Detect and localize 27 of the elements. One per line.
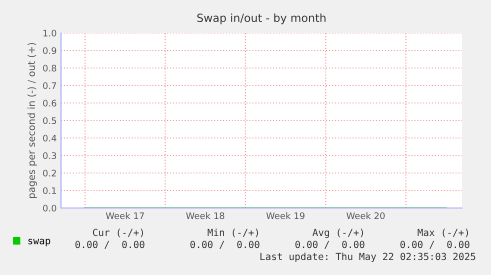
text: Cur (-/+) bbox=[92, 228, 143, 238]
y-tick-label: 0.3 bbox=[43, 152, 56, 160]
y-tick-label: 0.6 bbox=[43, 100, 56, 107]
text: Avg (-/+) bbox=[312, 228, 363, 238]
text: Min (-/+) bbox=[208, 228, 258, 238]
chart-title: Swap in/out - by month bbox=[197, 13, 326, 24]
y-tick-label: 0.2 bbox=[43, 170, 56, 177]
y-tick-label: 1.0 bbox=[43, 30, 56, 37]
text: 0.00 / 0.00 bbox=[400, 240, 470, 249]
y-tick-label: 0.8 bbox=[43, 64, 56, 72]
text: 0.00 / 0.00 bbox=[295, 240, 364, 249]
y-tick-label: 0.9 bbox=[43, 47, 56, 54]
y-tick-label: 0.7 bbox=[43, 82, 56, 90]
y-tick-label: 0.4 bbox=[43, 134, 56, 142]
text: Max (-/+) bbox=[418, 228, 468, 238]
y-axis-title: pages per second in (-) / out (+) bbox=[28, 42, 37, 198]
legend-label: swap bbox=[28, 238, 50, 246]
x-tick-label: Week 17 bbox=[106, 212, 144, 220]
y-tick-label: 0.1 bbox=[43, 187, 56, 194]
y-tick-label: 0.5 bbox=[43, 117, 56, 124]
x-tick-label: Week 19 bbox=[266, 212, 304, 220]
text: 0.00 / 0.00 bbox=[190, 240, 260, 249]
text: Last update: Thu May 22 02:35:03 2025 bbox=[260, 252, 476, 262]
x-tick-label: Week 18 bbox=[186, 212, 224, 220]
y-tick-label: 0.0 bbox=[43, 204, 56, 212]
x-tick-label: Week 20 bbox=[346, 212, 385, 220]
text: 0.00 / 0.00 bbox=[75, 240, 144, 249]
